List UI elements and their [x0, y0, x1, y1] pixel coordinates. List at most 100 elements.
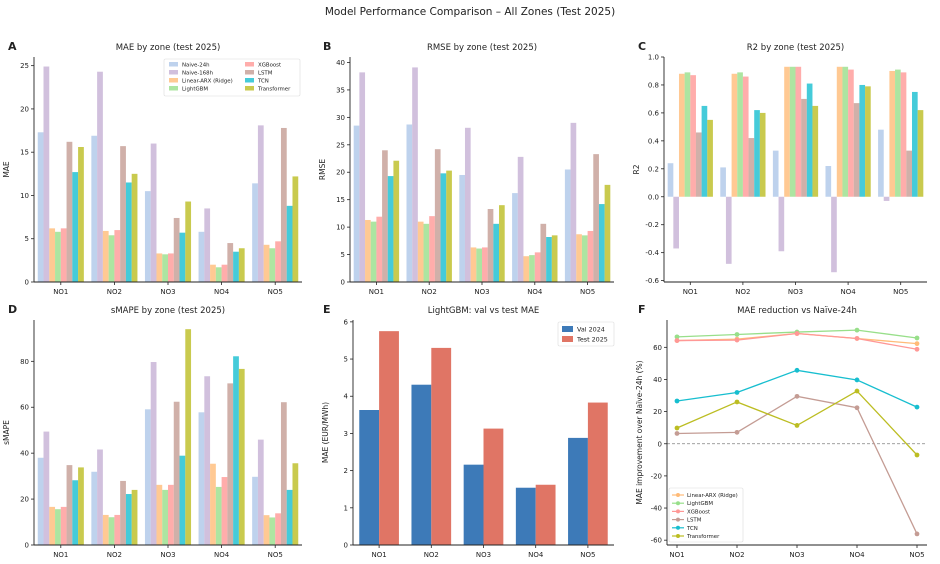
bar-lstm-no1 — [695, 132, 702, 197]
y-tick-label: 5 — [341, 251, 345, 259]
bar-lstm-no4 — [853, 103, 860, 197]
bar-linear-arx-ridge-no2 — [417, 221, 424, 282]
point-lstm-no5 — [914, 531, 920, 537]
panel-label: B — [323, 40, 331, 53]
bar-lightgbm-no3 — [476, 248, 482, 282]
bar-naive-24h-no5 — [252, 183, 258, 282]
bar-naive-168h-no2 — [412, 67, 418, 283]
bar-tcn-no4 — [859, 84, 866, 197]
bar-tcn-no5 — [286, 205, 293, 282]
bar-lstm-no5 — [280, 127, 287, 282]
bar-lstm-no5 — [593, 154, 599, 282]
bar-linear-arx-ridge-no3 — [470, 247, 477, 282]
bar-test-2025-no2 — [431, 347, 452, 545]
line-tcn — [676, 369, 918, 408]
y-tick-label: 20 — [653, 408, 662, 416]
point-lstm-no3 — [794, 393, 800, 399]
bar-tcn-no3 — [179, 455, 186, 545]
point-lstm-no1 — [674, 431, 680, 436]
x-tick-label: NO2 — [735, 288, 750, 296]
legend-swatch-lstm — [245, 70, 254, 75]
bar-lstm-no1 — [66, 465, 73, 545]
bar-lstm-no2 — [748, 138, 755, 197]
bar-lightgbm-no3 — [162, 489, 168, 545]
bar-transformer-no4 — [238, 368, 245, 545]
bar-linear-arx-ridge-no4 — [523, 256, 530, 282]
y-tick-label: 15 — [336, 196, 345, 204]
bar-naive-168h-no5 — [257, 439, 264, 545]
point-tcn-no2 — [734, 390, 740, 395]
bar-lightgbm-no2 — [108, 235, 115, 282]
y-axis-label: RMSE — [318, 159, 327, 180]
y-axis-label: MAE (EUR/MWh) — [321, 402, 330, 463]
bar-xgboost-no4 — [534, 252, 541, 282]
bar-naive-168h-no3 — [150, 362, 157, 545]
point-transformer-no1 — [674, 425, 680, 431]
bar-test-2025-no4 — [535, 484, 556, 545]
bar-transformer-no2 — [446, 170, 452, 282]
y-tick-label: 0.8 — [648, 81, 659, 89]
x-tick-label: NO5 — [580, 551, 595, 559]
legend-entry-tcn: TCN — [686, 526, 698, 532]
legend-swatch-tcn — [245, 78, 254, 83]
bar-linear-arx-ridge-no4 — [210, 463, 216, 545]
bar-lightgbm-no4 — [215, 267, 222, 282]
y-tick-label: 25 — [336, 141, 345, 149]
bar-transformer-no3 — [185, 329, 192, 545]
bar-lightgbm-no2 — [737, 72, 743, 197]
bar-tcn-no4 — [546, 237, 552, 282]
point-lstm-no4 — [854, 405, 860, 411]
bar-naive-24h-no3 — [144, 409, 151, 545]
bar-linear-arx-ridge-no4 — [836, 66, 843, 197]
bar-xgboost-no2 — [114, 514, 121, 545]
bar-linear-arx-ridge-no1 — [365, 219, 371, 282]
x-tick-label: NO2 — [424, 551, 439, 559]
bar-naive-24h-no1 — [353, 125, 360, 282]
panel-title: sMAPE by zone (test 2025) — [111, 306, 225, 316]
bar-naive-24h-no1 — [37, 457, 44, 545]
bar-xgboost-no4 — [848, 69, 854, 197]
y-tick-label: 10 — [336, 224, 345, 232]
bar-naive-168h-no5 — [570, 122, 577, 282]
point-lightgbm-no5 — [914, 335, 920, 341]
legend-entry-naive-24h: Naive-24h — [182, 62, 210, 68]
bar-val-2024-no5 — [568, 437, 588, 545]
x-tick-label: NO4 — [527, 288, 543, 296]
legend-entry-lstm: LSTM — [687, 518, 702, 524]
x-tick-label: NO3 — [789, 551, 804, 559]
bar-tcn-no5 — [286, 489, 293, 545]
bar-lightgbm-no5 — [895, 69, 901, 197]
x-tick-label: NO1 — [53, 288, 68, 296]
x-tick-label: NO5 — [268, 551, 283, 559]
y-tick-label: -20 — [651, 472, 662, 480]
bar-transformer-no1 — [78, 147, 84, 282]
bar-naive-24h-no3 — [144, 191, 151, 282]
bar-tcn-no3 — [806, 83, 813, 197]
y-tick-label: -60 — [651, 537, 662, 545]
bar-lstm-no4 — [227, 383, 234, 545]
point-lightgbm-no4 — [854, 327, 860, 333]
y-tick-label: -40 — [651, 505, 662, 513]
bar-lightgbm-no4 — [529, 255, 535, 282]
y-tick-label: 1.0 — [648, 54, 659, 62]
bar-xgboost-no3 — [795, 66, 802, 197]
bar-naive-168h-no4 — [204, 376, 211, 545]
bar-xgboost-no1 — [376, 216, 383, 282]
legend-entry-linear-arx-ridge: Linear-ARX (Ridge) — [182, 78, 233, 84]
point-xgboost-no1 — [674, 338, 680, 343]
bar-transformer-no3 — [812, 105, 819, 197]
bar-transformer-no4 — [865, 86, 871, 197]
x-tick-label: NO2 — [729, 551, 744, 559]
bar-naive-168h-no4 — [831, 196, 837, 273]
y-tick-label: 0 — [25, 279, 29, 287]
y-tick-label: 80 — [20, 358, 29, 366]
bar-lstm-no4 — [227, 243, 234, 282]
point-xgboost-no4 — [854, 336, 860, 341]
bar-xgboost-no3 — [168, 484, 174, 545]
bar-naive-24h-no4 — [825, 166, 832, 197]
bar-xgboost-no5 — [587, 230, 594, 282]
bar-tcn-no5 — [912, 91, 918, 197]
bar-xgboost-no1 — [690, 75, 696, 197]
y-tick-label: 2 — [344, 467, 348, 475]
bar-transformer-no1 — [707, 119, 713, 197]
